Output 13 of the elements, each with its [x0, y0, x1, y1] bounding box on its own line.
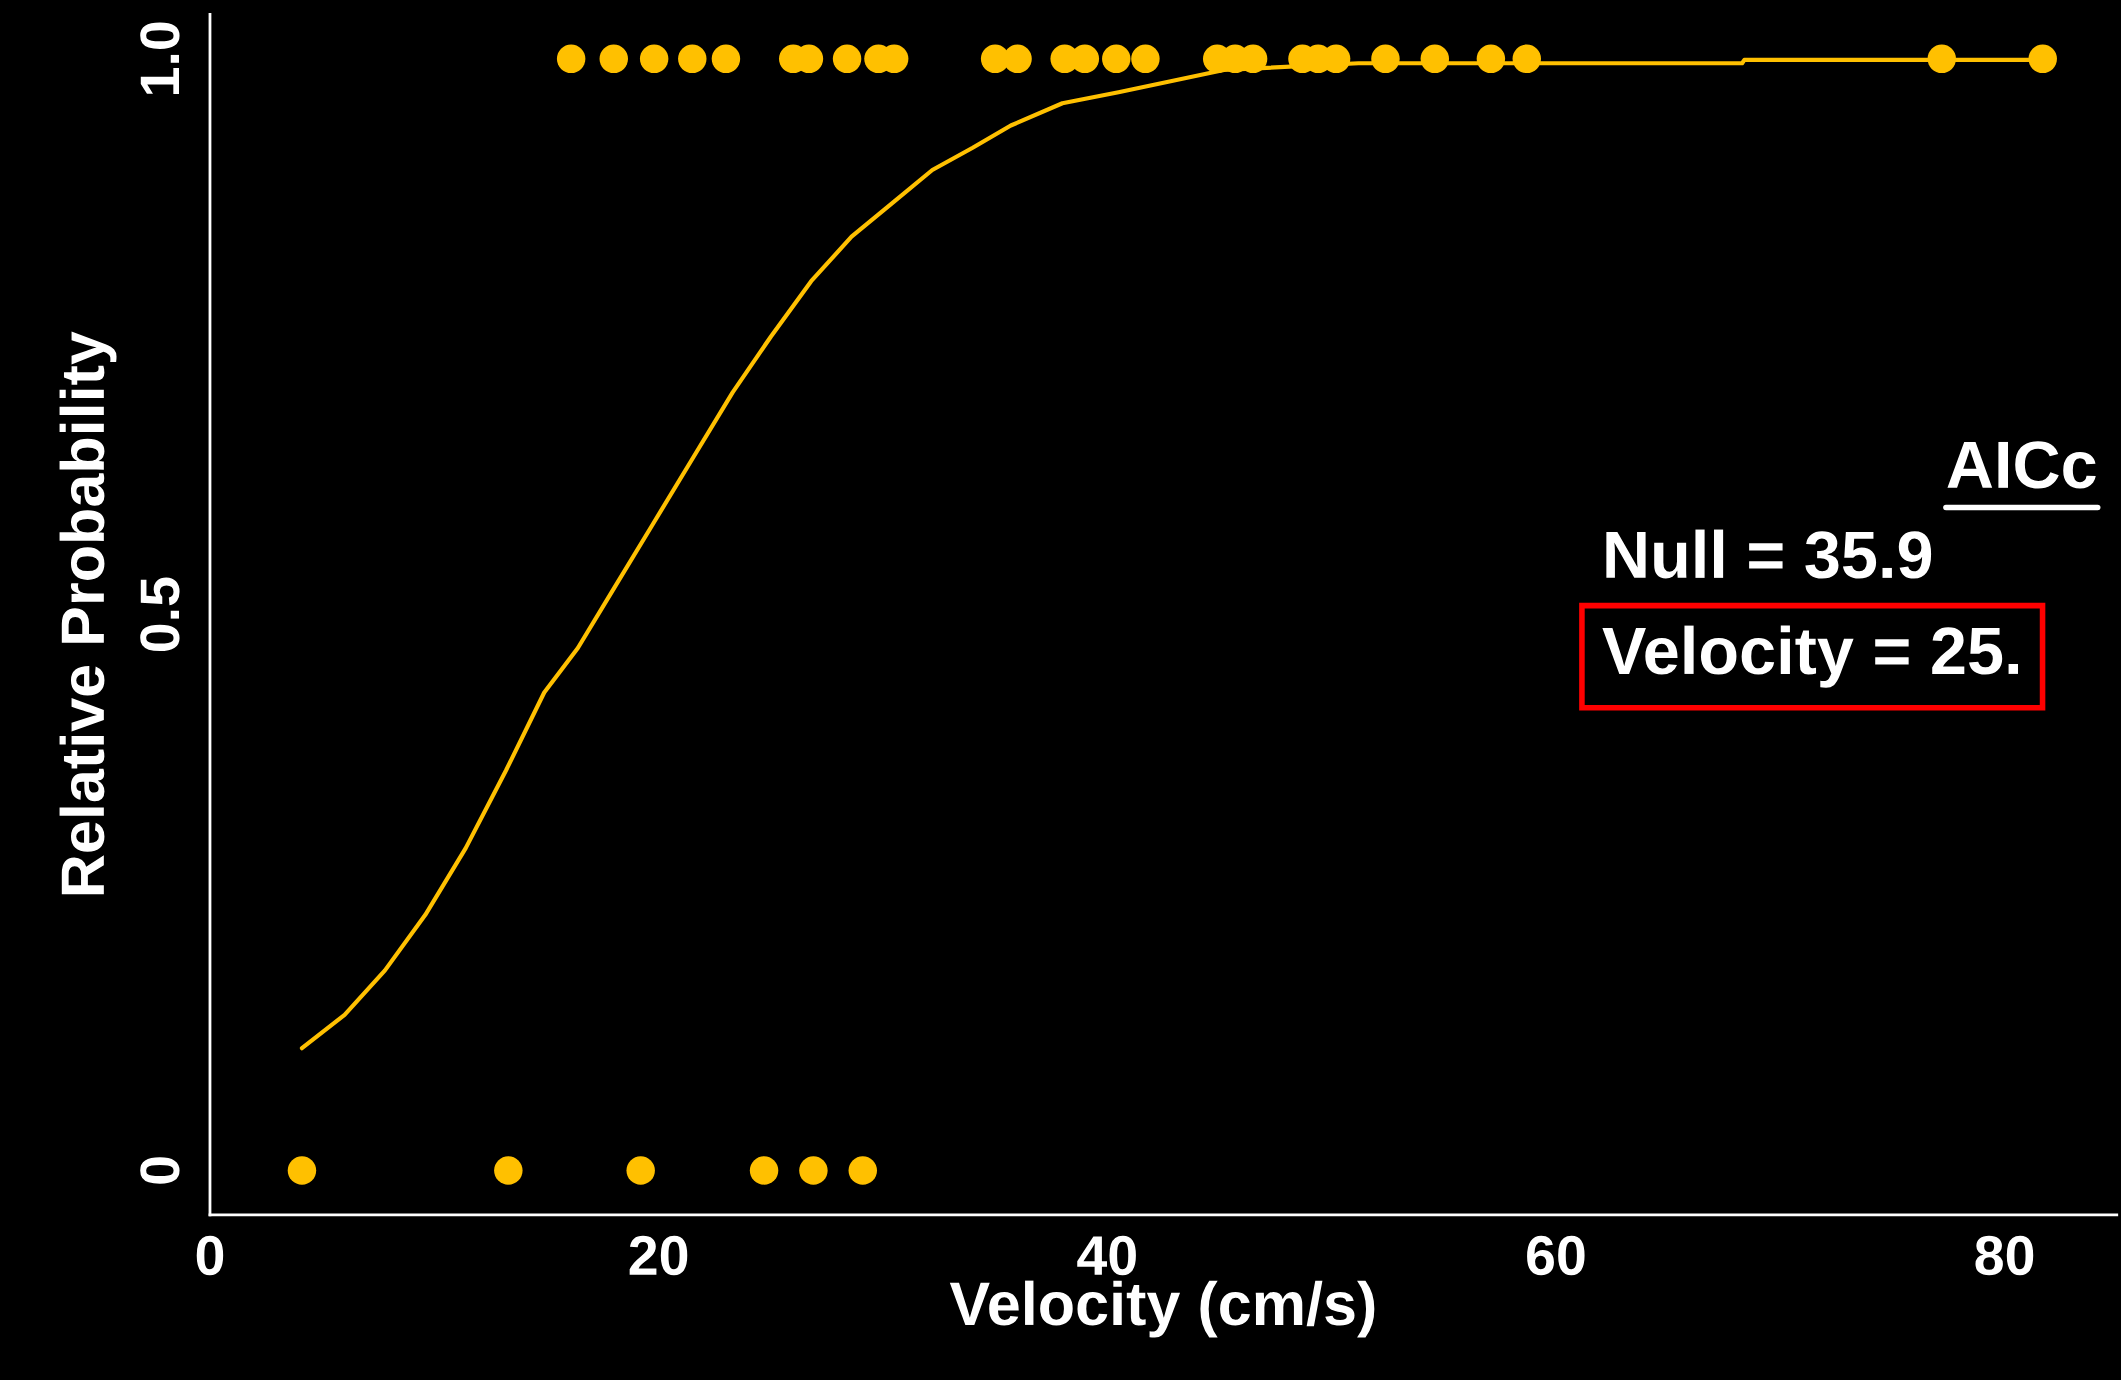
x-tick-label: 40 [1077, 1235, 1136, 1276]
y-tick-label: 1.0 [140, 22, 180, 94]
x-tick-label: 20 [629, 1235, 688, 1276]
x-tick-label: 80 [1975, 1235, 2034, 1276]
annotation: Null = 35.9 [1606, 529, 1932, 579]
y-tick-label: 0 [140, 1157, 180, 1184]
x-axis-title: Velocity (cm/s) [949, 1280, 1375, 1338]
x-tick-label: 0 [196, 1235, 224, 1276]
y-tick-label: 0.5 [140, 577, 180, 652]
y-axis-title: Relative Probability [59, 331, 117, 895]
annotation: AICc [1947, 441, 2096, 489]
x-tick-label: 60 [1527, 1235, 1585, 1276]
annotation: Velocity = 25. [1602, 625, 2018, 688]
